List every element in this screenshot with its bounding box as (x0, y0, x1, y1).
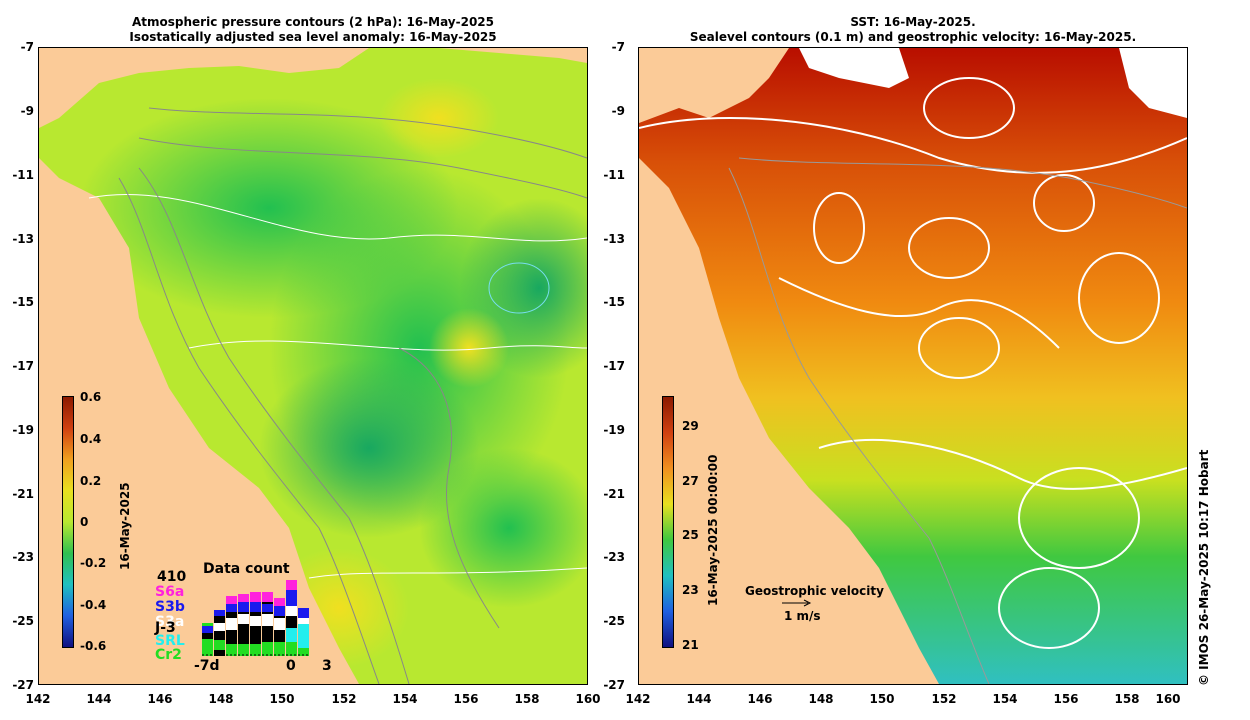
cb-tick: 25 (682, 528, 699, 542)
x-tick: 150 (269, 692, 295, 706)
left-map-title: Atmospheric pressure contours (2 hPa): 1… (38, 15, 588, 45)
sat-label-s3a: S3a (155, 614, 185, 630)
cb-tick: 23 (682, 583, 699, 597)
y-tick: -11 (12, 168, 34, 182)
x-tick: 150 (869, 692, 895, 706)
x-tick: 158 (514, 692, 540, 706)
x-tick: 160 (575, 692, 601, 706)
y-tick: -13 (12, 232, 34, 246)
x-tick: 156 (453, 692, 479, 706)
x-tick: 156 (1053, 692, 1079, 706)
left-title-line1: Atmospheric pressure contours (2 hPa): 1… (131, 15, 494, 29)
y-tick: -23 (12, 550, 34, 564)
sst-colorbar-label: 16-May-2025 00:00:00 (706, 454, 720, 606)
x-tick: 160 (1155, 692, 1181, 706)
x-tick: 146 (147, 692, 173, 706)
y-tick: -21 (603, 487, 625, 501)
y-tick: -23 (603, 550, 625, 564)
sla-map-graphic (39, 48, 587, 684)
cb-tick: 0.2 (80, 474, 102, 488)
data-count-bars (202, 580, 310, 656)
y-tick: -21 (12, 487, 34, 501)
y-tick: -9 (611, 104, 625, 118)
sst-map[interactable] (638, 47, 1188, 685)
x-tick: 144 (686, 692, 712, 706)
sat-label-s3b: S3b (155, 599, 185, 615)
right-title-line1: SST: 16-May-2025. (850, 15, 976, 29)
velocity-legend-scale: 1 m/s (784, 609, 821, 623)
y-tick: -7 (611, 40, 625, 54)
cb-tick: 21 (682, 638, 699, 652)
velocity-arrow-icon (782, 599, 812, 607)
x-tick: 154 (392, 692, 418, 706)
sat-label-srl: SRL (155, 633, 185, 649)
y-tick: -19 (12, 423, 34, 437)
sla-colorbar-label: 16-May-2025 (118, 482, 132, 570)
cb-tick: 0.4 (80, 432, 102, 446)
cb-tick: 29 (682, 419, 699, 433)
dc-tick-start: -7d (194, 658, 220, 674)
y-tick: -25 (12, 614, 34, 628)
x-tick: 142 (625, 692, 651, 706)
sat-label-cr2: Cr2 (155, 647, 182, 663)
data-count-max: 410 (157, 569, 187, 585)
sat-label-s6a: S6a (155, 584, 185, 600)
right-title-line2: Sealevel contours (0.1 m) and geostrophi… (689, 30, 1137, 44)
imos-credit: © IMOS 26-May-2025 10:17 Hobart (1197, 449, 1211, 686)
x-tick: 152 (331, 692, 357, 706)
cb-tick: 0.6 (80, 390, 102, 404)
y-tick: -7 (20, 40, 34, 54)
cb-tick: -0.2 (80, 556, 107, 570)
y-tick: -11 (603, 168, 625, 182)
y-tick: -15 (12, 295, 34, 309)
x-tick: 154 (992, 692, 1018, 706)
x-tick: 142 (25, 692, 51, 706)
y-tick: -27 (12, 678, 34, 692)
cb-tick: -0.6 (80, 639, 107, 653)
x-tick: 146 (747, 692, 773, 706)
velocity-legend-title: Geostrophic velocity (745, 584, 884, 598)
y-tick: -27 (603, 678, 625, 692)
y-tick: -15 (603, 295, 625, 309)
x-tick: 158 (1114, 692, 1140, 706)
sst-map-graphic (639, 48, 1187, 684)
right-map-title: SST: 16-May-2025. Sealevel contours (0.1… (638, 15, 1188, 45)
y-tick: -17 (12, 359, 34, 373)
left-title-line2: Isostatically adjusted sea level anomaly… (129, 30, 497, 44)
dc-tick-end: 3 (322, 658, 332, 674)
data-count-title: Data count (203, 561, 290, 577)
x-tick: 152 (931, 692, 957, 706)
y-tick: -13 (603, 232, 625, 246)
y-tick: -19 (603, 423, 625, 437)
cb-tick: 0 (80, 515, 89, 529)
sst-colorbar (662, 396, 674, 648)
sla-colorbar (62, 396, 74, 648)
x-tick: 148 (808, 692, 834, 706)
sat-label-j3: J-3 (155, 620, 176, 636)
x-tick: 144 (86, 692, 112, 706)
cb-tick: -0.4 (80, 598, 107, 612)
x-tick: 148 (208, 692, 234, 706)
y-tick: -9 (20, 104, 34, 118)
sea-level-anomaly-map[interactable] (38, 47, 588, 685)
cb-tick: 27 (682, 474, 699, 488)
y-tick: -17 (603, 359, 625, 373)
dc-tick-zero: 0 (286, 658, 296, 674)
y-tick: -25 (603, 614, 625, 628)
